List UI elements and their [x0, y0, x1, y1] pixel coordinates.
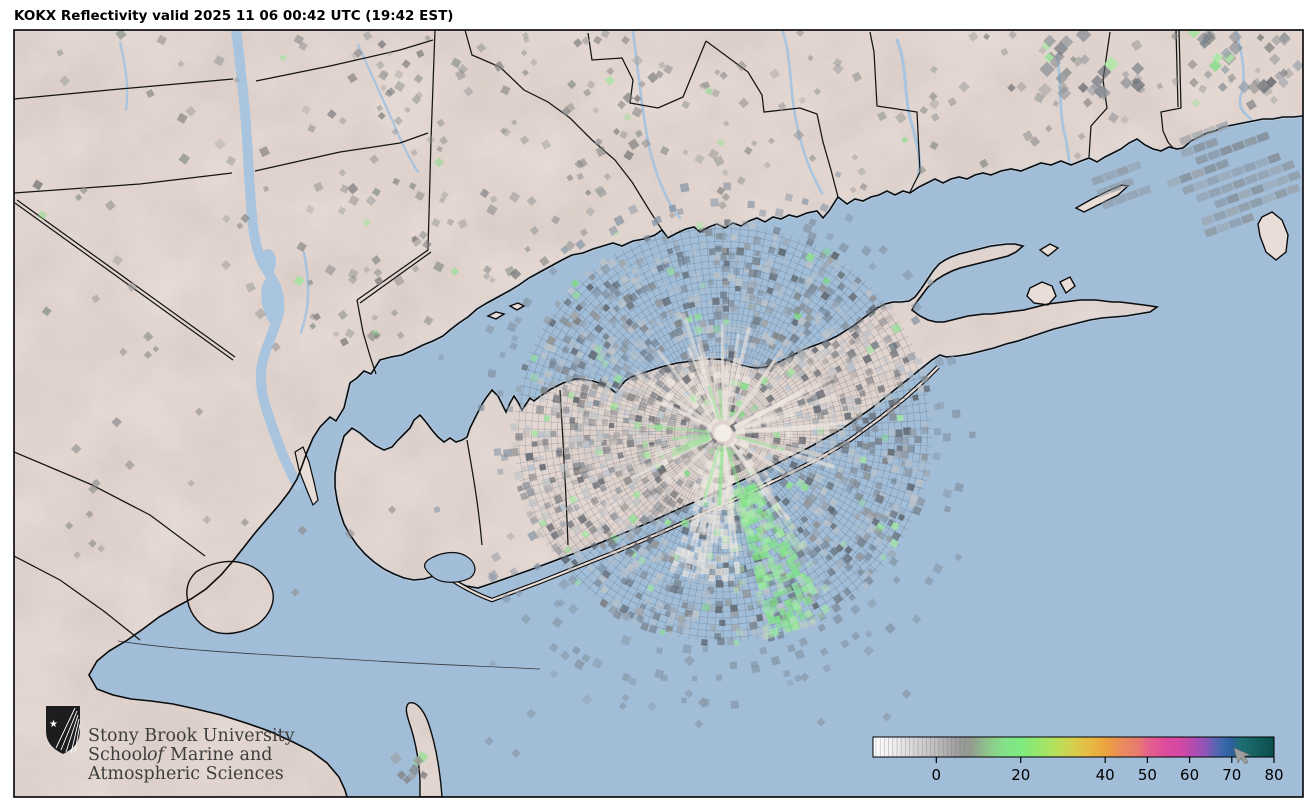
map-canvas: ★ Stony Brook University School of Marin…: [14, 30, 1303, 797]
colorbar-segment-lines: [875, 737, 965, 757]
sbu-shield-icon: [46, 706, 80, 754]
island: [1026, 281, 1057, 306]
colorbar-tick: 0: [932, 757, 942, 784]
colorbar-tick: 50: [1138, 757, 1157, 784]
logo-line-2a: School: [88, 745, 148, 765]
map-title: KOKX Reflectivity valid 2025 11 06 00:42…: [14, 8, 453, 24]
mainland-coastline: [88, 115, 1303, 797]
map-frame: [13, 29, 1304, 798]
colorbar-ticks: 0 20 40 50 60 70 80: [932, 757, 1284, 784]
long-island-coastline: [334, 243, 1160, 589]
radar-clutter-layer: [32, 30, 1303, 785]
logo-line-2c: Marine and: [170, 745, 272, 765]
island: [1038, 243, 1060, 257]
logo-line-3: Atmospheric Sciences: [87, 764, 284, 784]
colorbar-tick-label: 0: [932, 766, 942, 784]
colorbar-tick: 60: [1180, 757, 1199, 784]
logo-line-1: Stony Brook University: [88, 726, 295, 746]
colorbar-tick: 40: [1096, 757, 1115, 784]
island: [486, 311, 506, 320]
colorbar-tick-label: 20: [1011, 766, 1030, 784]
logo-line-2b: of: [147, 745, 168, 765]
stony-brook-logo: ★ Stony Brook University School of Marin…: [46, 706, 295, 784]
radar-site-marker: [714, 424, 732, 442]
colorbar-tick-label: 70: [1222, 766, 1241, 784]
colorbar-tick: 20: [1011, 757, 1030, 784]
harbor-channel-line: [117, 640, 541, 670]
colorbar-tick: 70: [1222, 757, 1241, 784]
colorbar-tick-label: 50: [1138, 766, 1157, 784]
colorbar-gradient-bar: [872, 736, 1275, 758]
island: [1059, 276, 1076, 295]
jamaica-bay: [423, 551, 476, 583]
island: [1257, 211, 1289, 261]
colorbar-tick: 80: [1264, 757, 1284, 784]
island: [508, 302, 526, 311]
shield-star-icon: ★: [49, 719, 58, 730]
state-county-boundaries: [14, 30, 1182, 670]
mouse-cursor-icon: [1233, 747, 1252, 765]
colorbar-tick-label: 40: [1096, 766, 1115, 784]
coastlines-layer: [88, 115, 1303, 797]
shield-rays-icon: [55, 707, 81, 754]
colorbar-tick-label: 80: [1264, 766, 1283, 784]
colorbar-tick-label: 60: [1180, 766, 1199, 784]
colorbar: 0 20 40 50 60 70 80: [872, 736, 1284, 784]
